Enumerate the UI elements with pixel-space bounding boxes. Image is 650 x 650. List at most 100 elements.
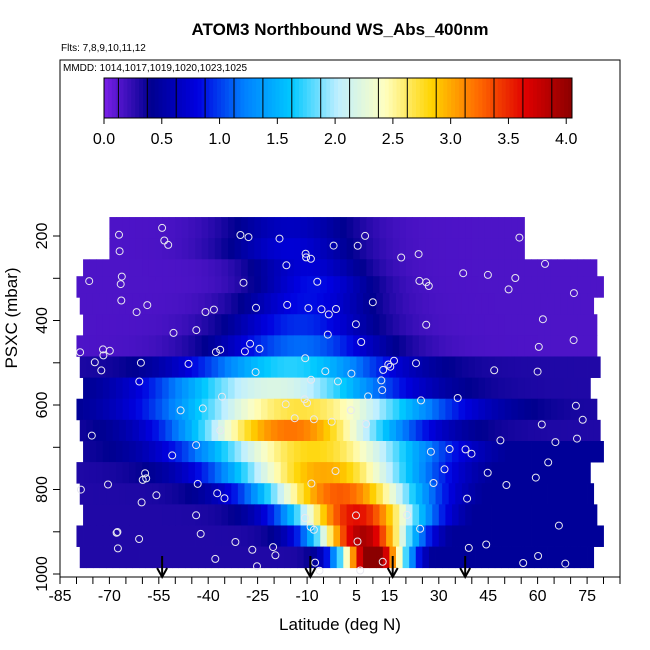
dates-label: MMDD: 1014,1017,1019,1020,1023,1025	[63, 63, 247, 74]
colorbar-segment	[369, 78, 374, 118]
heatmap-cell	[313, 398, 321, 421]
sample-marker	[533, 367, 542, 376]
heatmap-cell	[399, 440, 407, 463]
heatmap-cell	[570, 276, 578, 298]
heatmap-cell	[484, 504, 492, 526]
heatmap-cell	[478, 217, 486, 239]
heatmap-cell	[564, 525, 571, 547]
heatmap-cell	[340, 377, 347, 400]
heatmap-cell	[527, 293, 535, 315]
heatmap-cell	[267, 259, 275, 281]
heatmap-cell	[280, 462, 288, 484]
heatmap-cell	[92, 293, 100, 315]
heatmap-cell	[468, 419, 476, 442]
heatmap-cell	[218, 356, 226, 378]
heatmap-cell	[208, 440, 216, 463]
heatmap-cell	[564, 314, 571, 336]
heatmap-cell	[504, 217, 512, 239]
heatmap-cell	[333, 335, 341, 357]
heatmap-cell	[76, 398, 84, 421]
sample-marker	[275, 234, 284, 243]
heatmap-cell	[158, 356, 166, 378]
heatmap-cell	[452, 238, 459, 260]
heatmap-cell	[313, 335, 321, 357]
heatmap-cell	[544, 259, 552, 281]
heatmap-cell	[188, 259, 196, 281]
sample-marker	[141, 469, 150, 478]
heatmap-cell	[547, 356, 555, 378]
heatmap-cell	[241, 440, 249, 463]
heatmap-cell	[372, 398, 380, 421]
heatmap-cell	[488, 546, 496, 569]
heatmap-cell	[392, 314, 400, 336]
heatmap-cell	[234, 525, 242, 547]
heatmap-cell	[392, 504, 400, 526]
heatmap-cell	[554, 546, 562, 569]
heatmap-cell	[201, 504, 209, 526]
heatmap-cell	[422, 483, 430, 505]
heatmap-cell	[498, 217, 506, 239]
heatmap-cell	[425, 217, 433, 239]
heatmap-cell	[498, 377, 506, 400]
colorbar-segment	[119, 78, 124, 118]
x-axis-label: Latitude (deg N)	[279, 615, 401, 634]
colorbar-segment	[146, 78, 152, 118]
heatmap-cell	[455, 483, 463, 505]
heatmap-cell	[547, 546, 555, 569]
colorbar-segment	[162, 78, 167, 118]
heatmap-cell	[320, 398, 328, 421]
colorbar-segment	[525, 78, 530, 118]
colorbar-segment	[439, 78, 444, 118]
heatmap-cell	[590, 276, 598, 298]
heatmap-cell	[99, 483, 107, 505]
heatmap-cell	[392, 398, 400, 421]
heatmap-cell	[274, 525, 282, 547]
colorbar-segment	[443, 78, 448, 118]
heatmap-cell	[524, 462, 532, 484]
down-arrow-icon	[386, 556, 399, 580]
heatmap-cell	[83, 440, 91, 463]
colorbar-segment	[431, 78, 436, 118]
sample-marker	[554, 521, 563, 530]
colorbar-segment	[306, 78, 312, 118]
heatmap-cell	[96, 276, 104, 298]
heatmap-cell	[359, 259, 367, 281]
heatmap-cell	[168, 504, 176, 526]
heatmap-cell	[448, 483, 456, 505]
heatmap-cell	[419, 377, 427, 400]
heatmap-cell	[300, 398, 308, 421]
heatmap-cell	[514, 356, 522, 378]
x-tick-label: 30	[430, 588, 448, 605]
heatmap-cell	[109, 335, 117, 357]
heatmap-cell	[307, 377, 315, 400]
heatmap-cell	[494, 483, 502, 505]
heatmap-cell	[310, 356, 318, 378]
heatmap-cell	[560, 419, 568, 442]
heatmap-cell	[96, 377, 104, 400]
heatmap-cell	[313, 525, 321, 547]
heatmap-cell	[293, 398, 301, 421]
heatmap-cell	[241, 217, 249, 239]
colorbar-segment	[221, 78, 226, 118]
heatmap-cell	[300, 335, 308, 357]
heatmap-cell	[310, 293, 318, 315]
heatmap-cell	[300, 462, 308, 484]
heatmap-cell	[165, 483, 173, 505]
heatmap-cell	[491, 259, 499, 281]
heatmap-cell	[333, 525, 341, 547]
sample-marker	[353, 537, 362, 546]
heatmap-cell	[260, 398, 268, 421]
heatmap-cell	[412, 525, 420, 547]
colorbar: 0.0 0.5 1.0 1.5 2.0 2.5 3.0 3.5 4.0	[93, 77, 577, 148]
heatmap-cell	[175, 238, 183, 260]
colorbar-segment	[564, 78, 569, 118]
heatmap-cell	[224, 483, 232, 505]
heatmap-cell	[270, 419, 278, 442]
heatmap-cell	[508, 546, 515, 569]
heatmap-cell	[274, 259, 282, 281]
sample-marker	[244, 233, 253, 242]
heatmap-cell	[425, 377, 433, 400]
heatmap-cell	[517, 398, 525, 421]
heatmap-cell	[172, 293, 179, 315]
heatmap-cell	[353, 335, 361, 357]
